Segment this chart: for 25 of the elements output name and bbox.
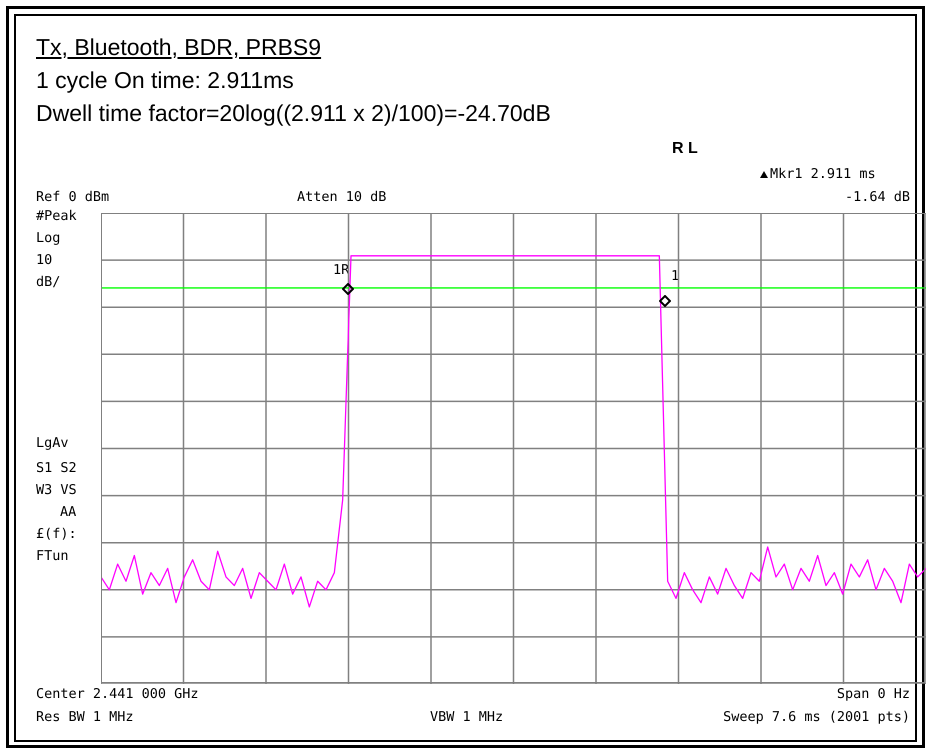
text: LgAv (36, 435, 69, 451)
text: Ref 0 dBm (36, 189, 110, 205)
text: Log (36, 230, 60, 246)
text: VBW 1 MHz (430, 709, 504, 725)
chart-title: Tx, Bluetooth, BDR, PRBS9 (36, 34, 322, 61)
text: FTun (36, 548, 69, 564)
text: Res BW 1 MHz (36, 709, 134, 725)
text: AA (60, 504, 76, 520)
annotation: 1R (333, 262, 350, 278)
text: S1 S2 (36, 460, 77, 476)
text: R L (672, 140, 698, 158)
annotation: 1 (671, 268, 680, 284)
text: -1.64 dB (844, 189, 910, 205)
text: Center 2.441 000 GHz (36, 686, 199, 702)
text: W3 VS (36, 482, 77, 498)
text: Sweep 7.6 ms (2001 pts) (723, 709, 910, 725)
chart-subtitle: 1 cycle On time: 2.911ms (36, 67, 294, 94)
text: £(f): (36, 526, 77, 542)
text: Mkr1 2.911 ms (770, 166, 876, 182)
text: dB/ (36, 274, 60, 290)
text: Dwell time factor=20log((2.911 x 2)/100)=-24.70dB (36, 100, 551, 127)
text: 10 (36, 252, 52, 268)
text: Span 0 Hz (836, 686, 910, 702)
text: #Peak (36, 208, 77, 224)
text: Atten 10 dB (297, 189, 386, 205)
